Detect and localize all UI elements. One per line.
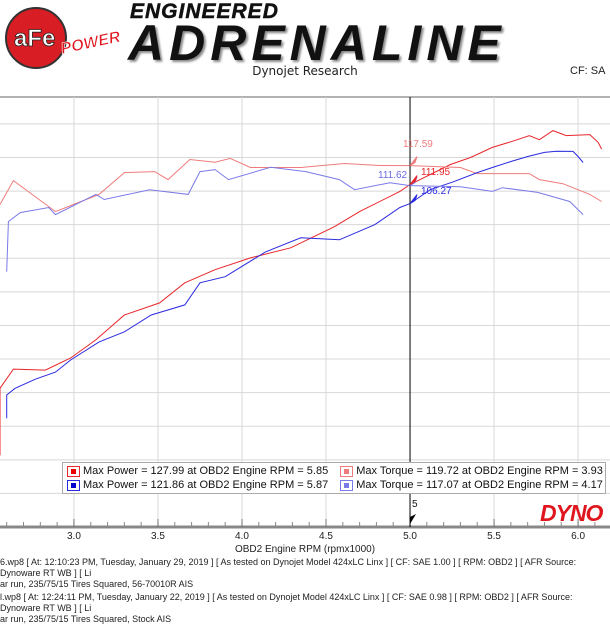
legend-item-power2: Max Power = 121.86 at OBD2 Engine RPM = … <box>67 479 328 491</box>
legend-label: Max Torque = 117.07 at OBD2 Engine RPM =… <box>356 479 603 491</box>
title-adrenaline: ADRENALINE <box>128 15 506 71</box>
x-axis-label: OBD2 Engine RPM (rpmx1000) <box>234 544 376 555</box>
series-group <box>0 130 603 456</box>
cursor-marker-arrow-icon <box>409 194 418 205</box>
title-engineered: ENGINEERED <box>130 0 279 23</box>
x-tick-label: 6.0 <box>571 531 585 542</box>
cursor-value-torque2: 111.62 <box>378 170 408 181</box>
series-line-power1 <box>0 130 603 456</box>
legend-label: Max Power = 127.99 at OBD2 Engine RPM = … <box>83 465 329 477</box>
run1-info-2: ar run, 235/75/15 Tires Squared, 56-7001… <box>0 579 194 589</box>
x-tick-label: 3.0 <box>67 531 81 542</box>
legend-swatch <box>67 465 80 477</box>
x-tick-label: 5.5 <box>487 531 501 542</box>
cursor-marker-arrow-icon <box>409 175 418 185</box>
svg-text:aFe: aFe <box>14 25 55 52</box>
cursor-value-power1: 111.95 <box>421 167 451 178</box>
series-line-torque2 <box>6 166 584 272</box>
x-tick-label: 5.0 <box>403 531 417 542</box>
legend-label: Max Torque = 119.72 at OBD2 Engine RPM =… <box>356 465 603 477</box>
dynojet-logo: DYNO <box>540 500 603 526</box>
cursor-value-torque1: 117.59 <box>403 139 433 150</box>
legend-swatch <box>340 465 354 477</box>
x-tick-label: 4.5 <box>319 531 333 542</box>
legend-swatch <box>340 479 354 491</box>
series-line-power2 <box>6 150 584 419</box>
x-tick-label: 4.0 <box>235 531 249 542</box>
run-info-footer: 6.wp8 [ At: 12:10:23 PM, Tuesday, Januar… <box>0 557 610 625</box>
cursor-group <box>409 97 418 527</box>
cursor-marker-arrow-icon <box>409 156 418 166</box>
legend-item-power1: Max Power = 127.99 at OBD2 Engine RPM = … <box>67 465 328 477</box>
run2-info-2: ar run, 235/75/15 Tires Squared, Stock A… <box>0 614 172 624</box>
x-axis: 3.0 3.5 4.0 4.5 5.0 5.5 6.0 <box>0 519 610 542</box>
series-line-torque1 <box>0 157 602 213</box>
legend-swatch <box>67 479 80 491</box>
cursor-x-label: 5 <box>412 499 418 510</box>
x-tick-label: 3.5 <box>151 531 165 542</box>
legend: Max Power = 127.99 at OBD2 Engine RPM = … <box>62 462 606 494</box>
cursor-value-power2: 106.27 <box>421 186 452 197</box>
cf-label: CF: SA <box>570 65 606 77</box>
cursor-arrow-icon <box>410 514 417 524</box>
chart-subtitle: Dynojet Research <box>252 64 358 78</box>
run1-info: 6.wp8 [ At: 12:10:23 PM, Tuesday, Januar… <box>0 557 577 578</box>
afe-power-logo: aFe POWER <box>5 7 122 69</box>
run2-info: l.wp8 [ At: 12:24:11 PM, Tuesday, Januar… <box>0 592 573 613</box>
legend-item-torque1: Max Torque = 119.72 at OBD2 Engine RPM =… <box>340 465 603 477</box>
legend-label: Max Power = 121.86 at OBD2 Engine RPM = … <box>83 479 329 491</box>
legend-item-torque2: Max Torque = 117.07 at OBD2 Engine RPM =… <box>340 479 603 491</box>
